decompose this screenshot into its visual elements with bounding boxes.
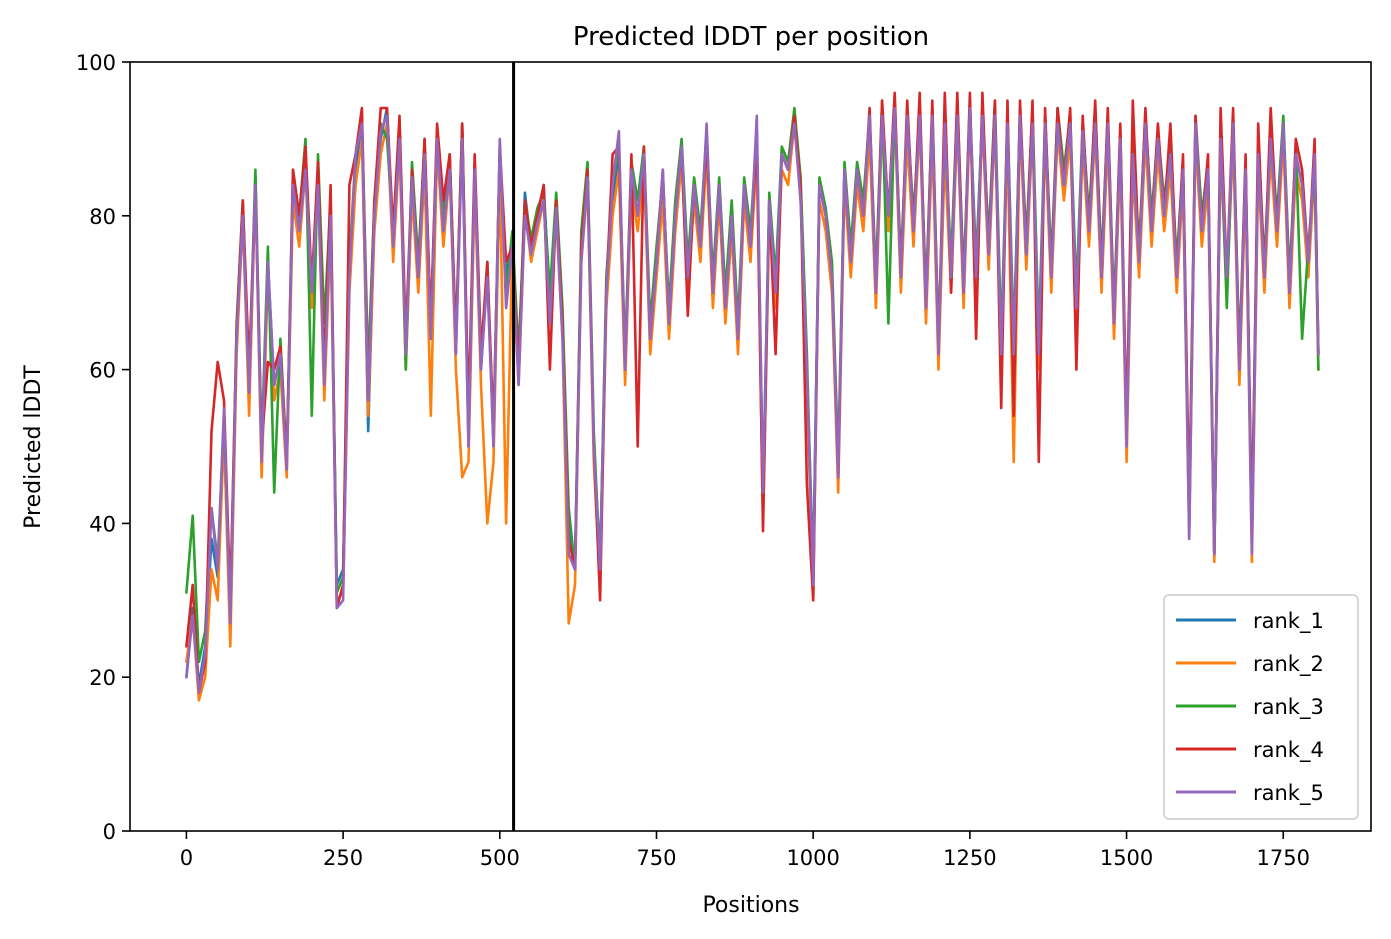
x-tick-label: 1750: [1257, 846, 1310, 870]
y-tick-label: 0: [103, 820, 116, 844]
x-axis: 0 250 500 750 1000 1250 1500 1750: [180, 831, 1310, 870]
legend-box: [1163, 594, 1359, 820]
x-tick-label: 1250: [943, 846, 996, 870]
y-tick-label: 60: [89, 359, 116, 383]
chart-title: Predicted lDDT per position: [573, 22, 929, 52]
y-tick-label: 80: [89, 205, 116, 229]
legend-label-rank-5: rank_5: [1253, 781, 1324, 806]
legend-label-rank-4: rank_4: [1253, 738, 1324, 763]
y-tick-label: 100: [76, 51, 116, 75]
x-tick-label: 250: [323, 846, 363, 870]
x-tick-label: 1000: [786, 846, 839, 870]
series-layer: [185, 91, 1320, 702]
x-tick-label: 500: [480, 846, 520, 870]
legend: rank_1 rank_2 rank_3 rank_4 rank_5: [1163, 594, 1359, 820]
x-axis-label: Positions: [702, 893, 799, 918]
x-tick-label: 750: [636, 846, 676, 870]
legend-label-rank-1: rank_1: [1253, 609, 1324, 634]
y-axis: 0 20 40 60 80 100: [76, 51, 130, 844]
axes-frame: [129, 61, 1372, 832]
x-tick-label: 1500: [1100, 846, 1153, 870]
x-tick-label: 0: [180, 846, 193, 870]
y-tick-label: 40: [89, 512, 116, 536]
series-line-rank-5: [185, 106, 1320, 694]
legend-label-rank-3: rank_3: [1253, 695, 1324, 720]
legend-label-rank-2: rank_2: [1253, 652, 1324, 677]
y-tick-label: 20: [89, 666, 116, 690]
y-axis-label: Predicted lDDT: [21, 365, 46, 529]
